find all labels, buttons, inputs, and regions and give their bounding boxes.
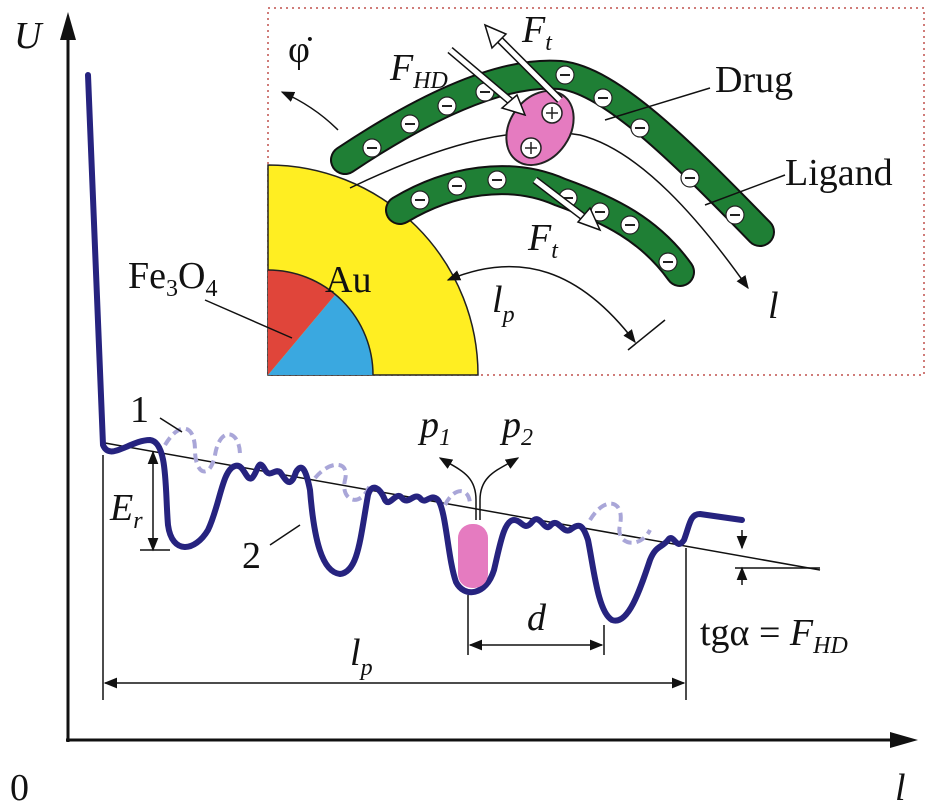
curve-2-label: 2 [242, 535, 261, 577]
x-arrow [890, 732, 918, 748]
length-sub: p [359, 655, 373, 681]
barrier-label: Er [109, 487, 143, 534]
barrier-sub: r [133, 508, 143, 534]
force-hd-label: FHD [389, 47, 448, 94]
p-main: p [499, 404, 521, 446]
drug-marker [458, 524, 488, 588]
p-sub: 1 [439, 425, 451, 451]
force-sub: HD [412, 68, 448, 94]
force-t-label: Ft [521, 9, 553, 56]
core-label: Fe3O4 [128, 255, 217, 302]
p2-label: p2 [499, 404, 533, 451]
core-part: 4 [205, 276, 217, 302]
length-label: lp [350, 632, 373, 681]
curve-2-leader [270, 525, 300, 545]
y-arrow [60, 12, 76, 40]
length-main: l [492, 279, 503, 321]
shell-label: Au [325, 259, 371, 301]
barrier-main: E [109, 487, 133, 529]
core-part: 3 [166, 276, 178, 302]
slope-label: tgα = FHD [700, 612, 848, 659]
inset-length-arc [448, 267, 635, 342]
force-main: F [389, 47, 414, 89]
coordinate-label: l [768, 285, 779, 327]
p-main: p [417, 404, 439, 446]
core-part: O [178, 255, 205, 297]
rotation-label: φ̇ [288, 29, 313, 71]
force-t-label: Ft [527, 217, 559, 264]
force-sub: t [551, 238, 559, 264]
p1-label: p1 [417, 404, 451, 451]
force-main: F [521, 9, 546, 51]
length-sub: p [501, 302, 515, 328]
x-axis-label: l [895, 767, 906, 809]
length-main: l [350, 632, 361, 674]
diagram: U 0 l φ̇ FHD Ft Ft Drug Ligand Fe3O4 Au … [0, 0, 927, 810]
p1-arrow [440, 458, 476, 520]
slope-sub: HD [812, 633, 848, 659]
force-sub: t [545, 30, 553, 56]
ligand-label: Ligand [785, 152, 893, 194]
y-axis-label: U [14, 15, 44, 57]
core-part: Fe [128, 255, 166, 297]
force-main: F [527, 217, 552, 259]
slope-prefix: tgα = [700, 612, 790, 654]
drug-label: Drug [715, 59, 793, 101]
inset-length-tick [628, 320, 665, 350]
period-label: d [527, 597, 547, 639]
origin-label: 0 [10, 767, 29, 809]
curve-1-leader [160, 418, 182, 432]
p-sub: 2 [521, 425, 533, 451]
rotation-arrow [282, 92, 338, 130]
inset-length-label: lp [492, 279, 515, 328]
curve-1-label: 1 [130, 389, 149, 431]
slope-main: F [789, 612, 814, 654]
